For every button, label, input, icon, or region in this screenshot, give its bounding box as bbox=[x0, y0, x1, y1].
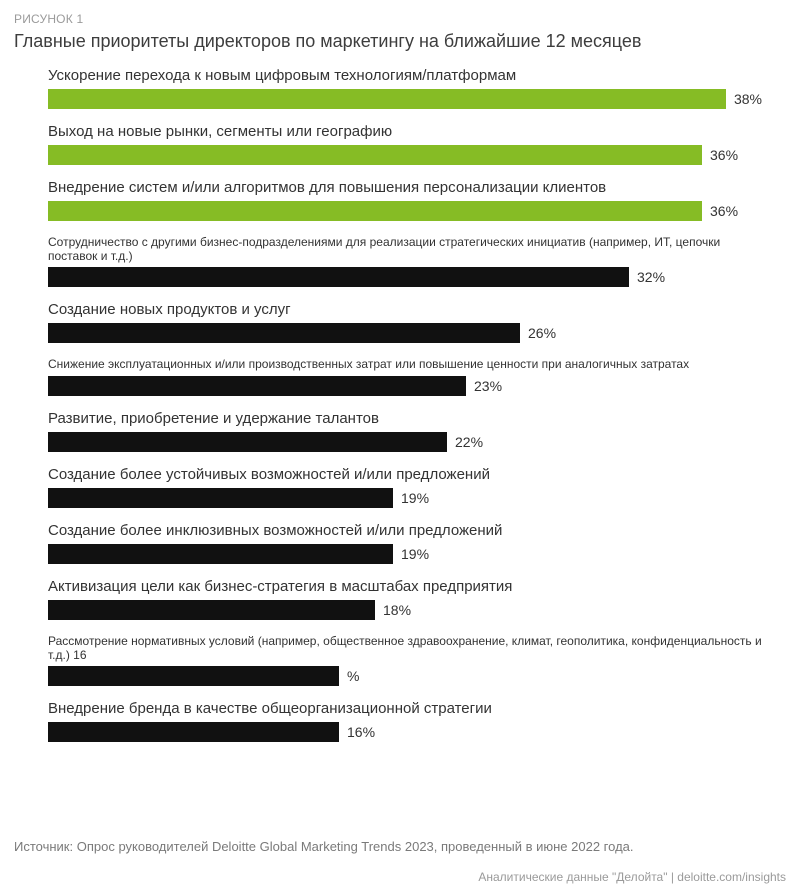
value-label: 36% bbox=[710, 147, 738, 163]
category-label: Снижение эксплуатационных и/или производ… bbox=[48, 357, 762, 371]
category-label: Создание новых продуктов и услуг bbox=[48, 301, 762, 319]
value-label: 19% bbox=[401, 546, 429, 562]
bar bbox=[48, 666, 339, 686]
value-label: 32% bbox=[637, 269, 665, 285]
value-label: 36% bbox=[710, 203, 738, 219]
chart-row: Активизация цели как бизнес-стратегия в … bbox=[48, 578, 762, 620]
bar-wrap: 19% bbox=[48, 544, 762, 564]
category-label: Выход на новые рынки, сегменты или геогр… bbox=[48, 123, 762, 141]
chart-row: Создание более инклюзивных возможностей … bbox=[48, 522, 762, 564]
bar-wrap: 36% bbox=[48, 201, 762, 221]
chart-row: Создание новых продуктов и услуг 26% bbox=[48, 301, 762, 343]
bar-wrap: % bbox=[48, 666, 762, 686]
bar-wrap: 19% bbox=[48, 488, 762, 508]
value-label: 19% bbox=[401, 490, 429, 506]
bar bbox=[48, 145, 702, 165]
chart-row: Рассмотрение нормативных условий (наприм… bbox=[48, 634, 762, 687]
bar-wrap: 32% bbox=[48, 267, 762, 287]
value-label: 22% bbox=[455, 434, 483, 450]
bar-chart: Ускорение перехода к новым цифровым техн… bbox=[14, 67, 786, 743]
category-label: Создание более устойчивых возможностей и… bbox=[48, 466, 762, 484]
bar-wrap: 26% bbox=[48, 323, 762, 343]
bar-wrap: 23% bbox=[48, 376, 762, 396]
bar bbox=[48, 488, 393, 508]
bar bbox=[48, 722, 339, 742]
bar bbox=[48, 432, 447, 452]
chart-row: Ускорение перехода к новым цифровым техн… bbox=[48, 67, 762, 109]
value-label: 18% bbox=[383, 602, 411, 618]
chart-row: Снижение эксплуатационных и/или производ… bbox=[48, 357, 762, 395]
category-label: Активизация цели как бизнес-стратегия в … bbox=[48, 578, 762, 596]
category-label: Рассмотрение нормативных условий (наприм… bbox=[48, 634, 762, 663]
bar bbox=[48, 201, 702, 221]
value-label: 26% bbox=[528, 325, 556, 341]
bar bbox=[48, 323, 520, 343]
bar-wrap: 22% bbox=[48, 432, 762, 452]
bar bbox=[48, 544, 393, 564]
chart-row: Создание более устойчивых возможностей и… bbox=[48, 466, 762, 508]
chart-row: Развитие, приобретение и удержание талан… bbox=[48, 410, 762, 452]
chart-row: Выход на новые рынки, сегменты или геогр… bbox=[48, 123, 762, 165]
category-label: Внедрение бренда в качестве общеорганиза… bbox=[48, 700, 762, 718]
category-label: Ускорение перехода к новым цифровым техн… bbox=[48, 67, 762, 85]
credit-text: Аналитические данные "Делойта" | deloitt… bbox=[14, 870, 786, 884]
figure-footer: Источник: Опрос руководителей Deloitte G… bbox=[14, 839, 786, 884]
bar-wrap: 36% bbox=[48, 145, 762, 165]
chart-row: Внедрение бренда в качестве общеорганиза… bbox=[48, 700, 762, 742]
source-text: Источник: Опрос руководителей Deloitte G… bbox=[14, 839, 786, 856]
figure-label: РИСУНОК 1 bbox=[14, 12, 786, 26]
bar bbox=[48, 600, 375, 620]
figure-container: РИСУНОК 1 Главные приоритеты директоров … bbox=[0, 0, 800, 892]
category-label: Создание более инклюзивных возможностей … bbox=[48, 522, 762, 540]
category-label: Внедрение систем и/или алгоритмов для по… bbox=[48, 179, 762, 197]
chart-title: Главные приоритеты директоров по маркети… bbox=[14, 30, 786, 53]
bar-wrap: 38% bbox=[48, 89, 762, 109]
value-label: % bbox=[347, 668, 359, 684]
bar-wrap: 16% bbox=[48, 722, 762, 742]
value-label: 38% bbox=[734, 91, 762, 107]
chart-row: Сотрудничество с другими бизнес-подразде… bbox=[48, 235, 762, 288]
category-label: Сотрудничество с другими бизнес-подразде… bbox=[48, 235, 762, 264]
category-label: Развитие, приобретение и удержание талан… bbox=[48, 410, 762, 428]
value-label: 16% bbox=[347, 724, 375, 740]
bar bbox=[48, 89, 726, 109]
bar bbox=[48, 376, 466, 396]
bar-wrap: 18% bbox=[48, 600, 762, 620]
bar bbox=[48, 267, 629, 287]
value-label: 23% bbox=[474, 378, 502, 394]
chart-row: Внедрение систем и/или алгоритмов для по… bbox=[48, 179, 762, 221]
